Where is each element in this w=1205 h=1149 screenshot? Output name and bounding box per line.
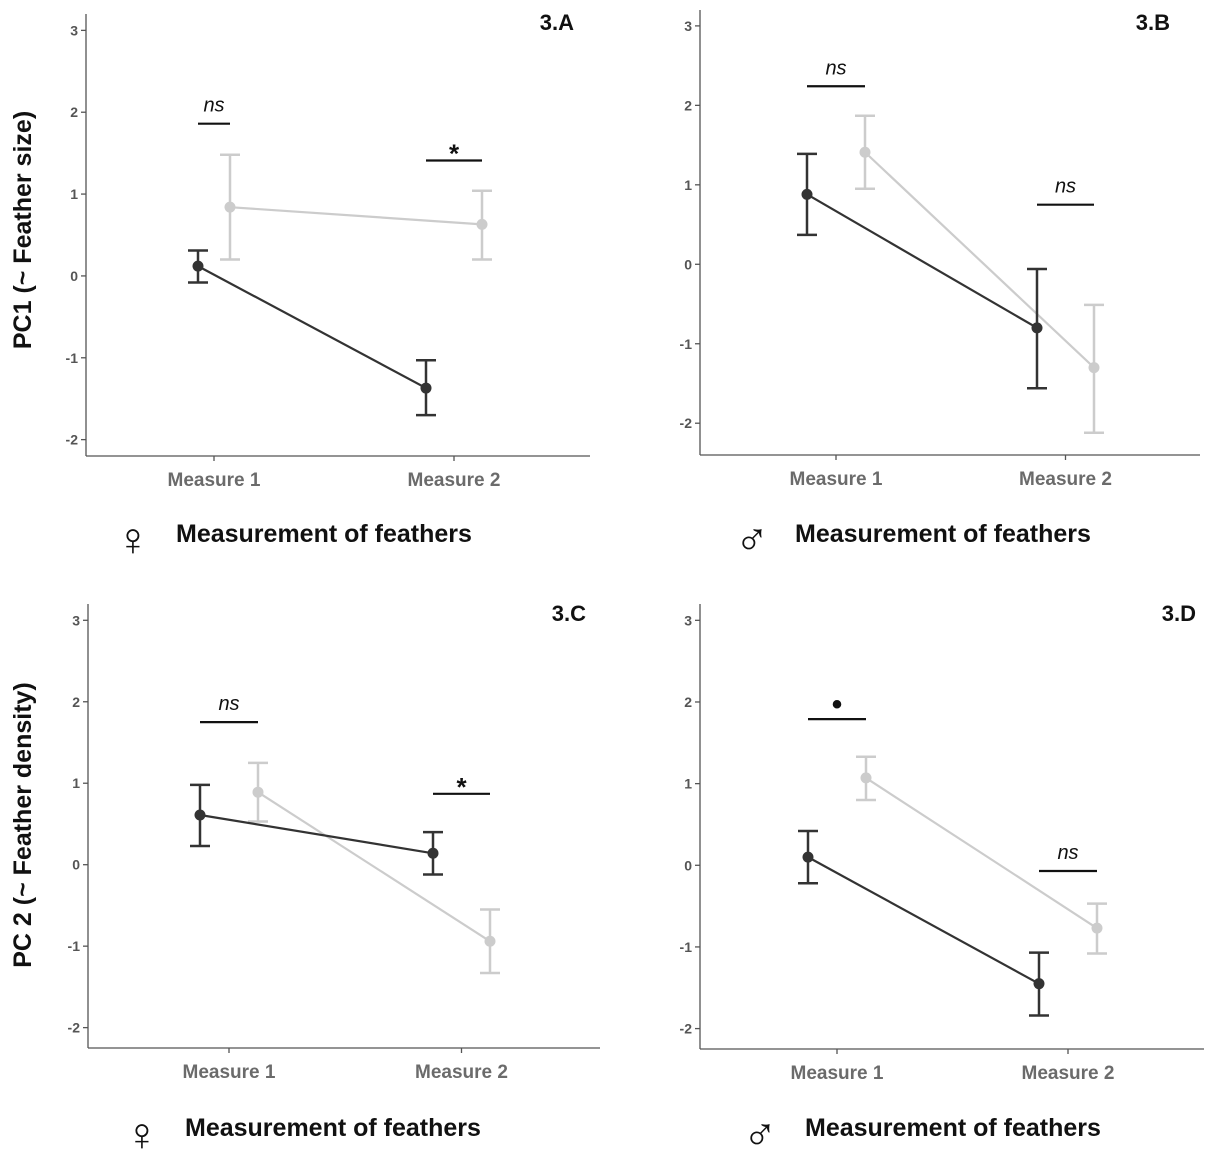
data-point-dark [194,809,206,821]
significance-label: ns [218,693,239,715]
data-point-dark [801,188,813,200]
y-tick-label: -2 [680,415,693,431]
panel-label: 3.C [552,601,586,626]
series-line-light [257,791,491,943]
series-line-light [229,206,483,226]
series-line-light [864,151,1095,369]
panel-3b: -2 -1 0 1 2 3 Measure 1 Measure 2 ns ns 3.B ♂ Measur… [680,10,1200,565]
y-tick-label: -2 [66,432,79,448]
y-tick-label: 0 [684,857,692,873]
y-tick-label: 1 [72,775,80,791]
y-tick-label: 0 [70,268,78,284]
y-tick-label: 3 [72,612,80,628]
data-point-dark [192,260,204,272]
female-symbol-icon: ♀ [125,1108,160,1149]
panel-label: 3.D [1162,601,1196,626]
y-tick-label: 1 [684,177,692,193]
significance-label: • [832,688,843,721]
y-tick-label: 2 [684,694,692,710]
y-tick-label: -1 [680,336,693,352]
panel-label: 3.B [1136,10,1170,35]
y-tick-label: 3 [684,18,692,34]
data-point-light [476,218,488,230]
x-tick-label: Measure 1 [168,470,261,491]
y-tick-label: -1 [68,938,81,954]
panel-3d: -2 -1 0 1 2 3 Measure 1 Measure 2 • ns 3.D ♂ Measure… [680,601,1204,1149]
y-tick-label: 3 [70,22,78,38]
data-point-light [484,935,496,947]
data-point-light [252,786,264,798]
x-tick-label: Measure 2 [415,1062,508,1083]
x-tick-label: Measure 2 [408,470,501,491]
data-point-dark [802,851,814,863]
y-axis-title-bottom: PC 2 (~ Feather density) [9,682,37,968]
data-point-light [1091,922,1103,934]
data-point-dark [420,382,432,394]
data-point-light [224,201,236,213]
y-tick-label: 3 [684,612,692,628]
series-line-dark [807,856,1040,985]
series-line-dark [199,813,434,855]
series-line-dark [806,193,1038,329]
data-point-dark [1033,978,1045,990]
data-point-dark [1031,322,1043,334]
x-axis-title: Measurement of feathers [185,1114,481,1142]
data-point-light [860,772,872,784]
panel-3a: -2 -1 0 1 2 3 Measure 1 Measure 2 ns * 3.A ♀ Measure… [66,10,590,565]
series-line-light [865,776,1098,930]
y-tick-label: 2 [72,694,80,710]
x-axis-title: Measurement of feathers [795,520,1091,548]
x-axis-title: Measurement of feathers [176,520,472,548]
male-symbol-icon: ♂ [743,1108,778,1149]
y-tick-label: 2 [70,104,78,120]
x-tick-label: Measure 1 [183,1062,276,1083]
y-tick-label: -1 [680,939,693,955]
data-point-light [859,146,871,158]
panel-label: 3.A [540,10,574,35]
significance-label: ns [203,95,224,117]
series-line-dark [197,265,427,390]
significance-label: ns [1057,842,1078,864]
y-tick-label: -2 [68,1020,81,1036]
data-point-light [1088,362,1100,374]
x-tick-label: Measure 1 [790,469,883,490]
x-tick-label: Measure 2 [1022,1063,1115,1084]
male-symbol-icon: ♂ [735,513,770,565]
y-tick-label: 0 [72,857,80,873]
significance-label: * [449,139,460,169]
y-tick-label: -2 [680,1021,693,1037]
y-tick-label: 1 [70,186,78,202]
panel-3c: -2 -1 0 1 2 3 Measure 1 Measure 2 ns * 3.C ♀ Measure… [68,601,600,1149]
y-tick-label: -1 [66,350,79,366]
significance-label: ns [1055,176,1076,198]
significance-label: * [456,772,467,802]
significance-label: ns [825,57,846,79]
data-point-dark [427,847,439,859]
y-axis-title-top: PC1 (~ Feather size) [9,111,37,349]
y-tick-label: 2 [684,97,692,113]
y-tick-label: 1 [684,776,692,792]
x-axis-title: Measurement of feathers [805,1114,1101,1142]
female-symbol-icon: ♀ [116,513,151,565]
y-tick-label: 0 [684,256,692,272]
x-tick-label: Measure 1 [791,1063,884,1084]
x-tick-label: Measure 2 [1019,469,1112,490]
